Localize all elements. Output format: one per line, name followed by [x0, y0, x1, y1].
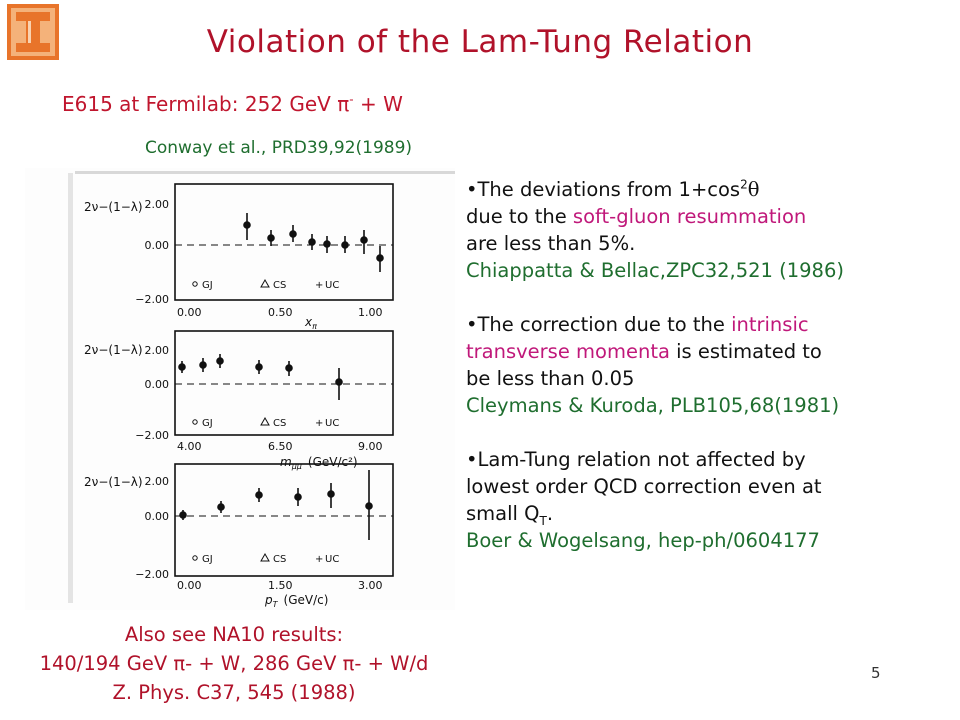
svg-text:CS: CS: [273, 554, 286, 565]
also-line-2: 140/194 GeV π- + W, 286 GeV π- + W/d: [39, 652, 429, 675]
x-axis-label: mμμ (GeV/c²): [280, 455, 358, 471]
experiment-subtitle: E615 at Fermilab: 252 GeV π- + W: [62, 92, 403, 116]
subtitle-text: E615 at Fermilab: 252 GeV π: [62, 92, 350, 116]
data-points: [243, 213, 384, 272]
panel-2: 2.00 0.00 −2.00 2ν−(1−λ) 4.00 6.50 9.00 …: [84, 330, 394, 471]
svg-text:GJ: GJ: [202, 418, 213, 429]
highlight-transverse-momenta: transverse momenta: [466, 340, 670, 363]
x-tick: 4.00: [177, 440, 202, 453]
y-axis-label: 2ν−(1−λ): [84, 475, 143, 489]
x-axis-label: pT (GeV/c): [264, 593, 328, 609]
x-tick: 0.50: [268, 306, 293, 319]
data-points: [179, 470, 373, 540]
x-tick: 9.00: [358, 440, 383, 453]
also-see-block: Also see NA10 results: 140/194 GeV π- + …: [0, 620, 468, 707]
citation-chiappatta: Chiappatta & Bellac,ZPC32,521 (1986): [466, 259, 844, 282]
x-tick: 0.00: [177, 579, 202, 592]
panel-1: 2.00 0.00 −2.00 2ν−(1−λ) 0.00 0.50 1.00 …: [84, 183, 394, 331]
highlight-soft-gluon: soft-gluon resummation: [572, 205, 807, 228]
x-tick: 3.00: [358, 579, 383, 592]
notes-list: •The deviations from 1+cos2θ due to the …: [466, 176, 956, 581]
svg-text:+: +: [315, 280, 323, 291]
highlight-intrinsic: intrinsic: [731, 313, 809, 336]
x-axis-label: xπ: [304, 315, 317, 331]
y-tick-mid: 0.00: [145, 510, 170, 523]
svg-text:CS: CS: [273, 280, 286, 291]
university-logo-icon: [7, 4, 59, 60]
y-tick-bottom: −2.00: [135, 293, 169, 306]
y-tick-top: 2.00: [145, 475, 170, 488]
note-lam-tung-qcd: •Lam-Tung relation not affected by lowes…: [466, 446, 956, 554]
svg-text:GJ: GJ: [202, 280, 213, 291]
y-axis-label: 2ν−(1−λ): [84, 200, 143, 214]
legend: GJ CS + UC: [192, 416, 339, 429]
y-tick-top: 2.00: [145, 198, 170, 211]
x-tick: 6.50: [268, 440, 293, 453]
subtitle-text-2: + W: [353, 92, 403, 116]
note-intrinsic-momenta: •The correction due to the intrinsic tra…: [466, 311, 956, 419]
lam-tung-figure: 2.00 0.00 −2.00 2ν−(1−λ) 0.00 0.50 1.00 …: [25, 168, 455, 610]
svg-text:GJ: GJ: [202, 554, 213, 565]
svg-text:+: +: [315, 418, 323, 429]
y-axis-label: 2ν−(1−λ): [84, 343, 143, 357]
svg-text:+: +: [315, 554, 323, 565]
svg-text:UC: UC: [325, 554, 339, 565]
svg-text:CS: CS: [273, 418, 286, 429]
panel-3: 2.00 0.00 −2.00 2ν−(1−λ) 0.00 1.50 3.00 …: [84, 463, 394, 609]
y-tick-mid: 0.00: [145, 239, 170, 252]
note-soft-gluon: •The deviations from 1+cos2θ due to the …: [466, 176, 956, 284]
x-tick: 1.00: [358, 306, 383, 319]
legend: GJ CS + UC: [192, 278, 339, 291]
svg-text:UC: UC: [325, 280, 339, 291]
y-tick-bottom: −2.00: [135, 568, 169, 581]
also-line-1: Also see NA10 results:: [124, 623, 344, 646]
y-tick-mid: 0.00: [145, 378, 170, 391]
legend: GJ CS + UC: [192, 552, 339, 565]
data-points: [178, 354, 343, 400]
page-number: 5: [871, 664, 881, 682]
y-tick-bottom: −2.00: [135, 429, 169, 442]
also-line-3: Z. Phys. C37, 545 (1988): [112, 681, 356, 704]
y-tick-top: 2.00: [145, 344, 170, 357]
reference-citation: Conway et al., PRD39,92(1989): [145, 138, 413, 158]
svg-text:UC: UC: [325, 418, 339, 429]
citation-boer: Boer & Wogelsang, hep-ph/0604177: [466, 529, 820, 552]
x-tick: 0.00: [177, 306, 202, 319]
page-title: Violation of the Lam-Tung Relation: [206, 24, 754, 60]
subtitle-superscript: -: [349, 92, 354, 107]
x-tick: 1.50: [268, 579, 293, 592]
citation-cleymans: Cleymans & Kuroda, PLB105,68(1981): [466, 394, 840, 417]
